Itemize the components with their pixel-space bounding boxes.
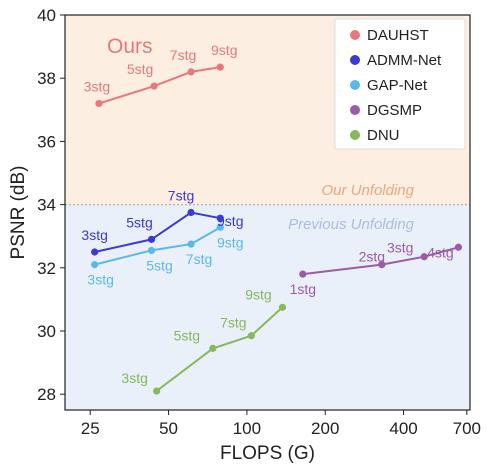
dnu-line bbox=[155, 306, 284, 392]
gap-net-point bbox=[91, 261, 99, 269]
axes: 25 50 100 200 400 700 28 30 32 34 36 38 40 bbox=[37, 6, 481, 438]
gap-net-point-label: 9stg bbox=[217, 234, 243, 250]
dnu-point-label: 3stg bbox=[121, 370, 147, 386]
admm-net-point bbox=[147, 235, 156, 243]
gap-net-point-label: 3stg bbox=[87, 272, 113, 288]
gap-net-point-label: 5stg bbox=[146, 257, 172, 273]
legend-marker bbox=[350, 55, 360, 65]
dgsmp-point bbox=[299, 270, 307, 278]
previous-region-band bbox=[65, 204, 470, 410]
our-unfolding-label: Our Unfolding bbox=[321, 182, 414, 199]
legend-marker bbox=[350, 130, 360, 140]
dgsmp-point bbox=[378, 261, 386, 269]
y-tick-label: 40 bbox=[37, 6, 56, 25]
dauhst-point-label: 5stg bbox=[127, 61, 153, 77]
dgsmp-point bbox=[420, 253, 428, 261]
dnu-point bbox=[247, 332, 255, 340]
x-axis-title: FLOPS (G) bbox=[220, 443, 315, 464]
dauhst-point bbox=[187, 68, 195, 76]
legend-entry: ADMM-Net bbox=[367, 52, 442, 69]
legend-entry: GAP-Net bbox=[367, 77, 428, 94]
dgsmp-point bbox=[454, 243, 463, 251]
admm-net-line bbox=[94, 211, 221, 253]
series-points bbox=[91, 63, 463, 395]
gap-net-point bbox=[187, 240, 195, 248]
gap-net-point bbox=[216, 223, 224, 231]
y-tick-label: 32 bbox=[37, 259, 56, 278]
dnu-point-label: 5stg bbox=[174, 327, 200, 343]
dgsmp-point-label: 2stg bbox=[359, 249, 385, 265]
dnu-point bbox=[153, 387, 161, 395]
dnu-point-label: 7stg bbox=[220, 315, 246, 331]
point-labels: 3stg 5stg 7stg 9stg 3stg 5stg 7stg 9stg 3stg 5stg… bbox=[81, 42, 453, 386]
x-tick-label: 100 bbox=[233, 419, 261, 438]
legend-marker bbox=[350, 80, 360, 90]
legend-marker bbox=[350, 30, 360, 40]
x-tick-label: 50 bbox=[159, 419, 178, 438]
y-axis-title: PSNR (dB) bbox=[8, 166, 29, 260]
x-tick-label: 200 bbox=[311, 419, 339, 438]
admm-net-point bbox=[187, 208, 195, 217]
admm-net-point bbox=[216, 214, 224, 222]
dauhst-point bbox=[216, 63, 224, 71]
x-tick-label: 700 bbox=[453, 419, 481, 438]
ours-annotation: Ours bbox=[107, 35, 153, 58]
dnu-point bbox=[209, 344, 217, 352]
y-tick-label: 38 bbox=[37, 69, 56, 88]
y-tick-label: 30 bbox=[37, 322, 56, 341]
x-tick-label: 400 bbox=[389, 419, 417, 438]
legend-entry: DGSMP bbox=[367, 102, 422, 119]
admm-net-point-label: 5stg bbox=[126, 214, 152, 230]
dgsmp-line bbox=[302, 246, 459, 276]
dnu-point-label: 9stg bbox=[245, 286, 271, 302]
gap-net-point bbox=[147, 246, 156, 255]
dnu-point bbox=[278, 303, 287, 311]
plot-frame bbox=[64, 14, 471, 411]
y-tick-label: 34 bbox=[37, 196, 56, 215]
dauhst-point bbox=[95, 99, 103, 108]
dauhst-point-label: 3stg bbox=[84, 78, 110, 94]
series-lines bbox=[94, 66, 459, 392]
dauhst-point bbox=[150, 82, 158, 90]
dgsmp-point-label: 1stg bbox=[290, 281, 316, 297]
dgsmp-point-label: 3stg bbox=[387, 240, 413, 256]
legend-entry: DNU bbox=[367, 127, 400, 144]
dauhst-line bbox=[98, 66, 221, 105]
x-tick-label: 25 bbox=[81, 419, 100, 438]
gap-net-point-label: 7stg bbox=[186, 251, 212, 267]
y-tick-label: 36 bbox=[37, 132, 56, 151]
admm-net-point-label: 7stg bbox=[168, 188, 194, 204]
dgsmp-point-label: 4stg bbox=[427, 244, 453, 260]
admm-net-point-label: 3stg bbox=[81, 227, 107, 243]
y-tick-label: 28 bbox=[37, 385, 56, 404]
admm-net-point bbox=[91, 248, 99, 256]
legend: DAUHST ADMM-Net GAP-Net DGSMP DNU bbox=[334, 18, 466, 150]
dauhst-point-label: 7stg bbox=[170, 47, 196, 63]
dauhst-point-label: 9stg bbox=[211, 42, 237, 58]
admm-net-point-label: 9stg bbox=[217, 213, 243, 229]
previous-unfolding-label: Previous Unfolding bbox=[288, 216, 415, 233]
region-labels: Ours Our Unfolding Previous Unfolding bbox=[107, 35, 415, 233]
gap-net-line bbox=[94, 226, 221, 266]
legend-entry: DAUHST bbox=[367, 27, 429, 44]
legend-marker bbox=[350, 105, 360, 115]
